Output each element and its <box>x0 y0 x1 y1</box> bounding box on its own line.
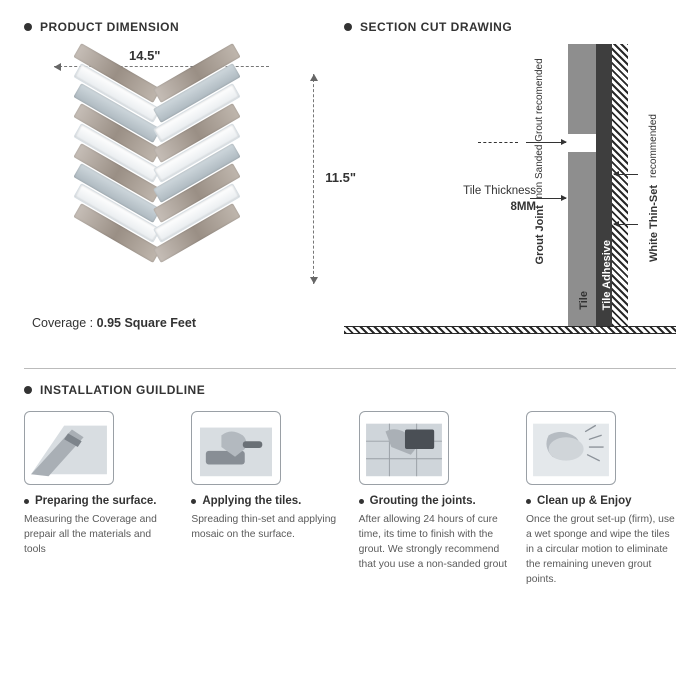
tile-layer <box>568 44 596 326</box>
step-title: Grouting the joints. <box>359 495 509 507</box>
width-dimension-label: 14.5" <box>129 48 160 63</box>
install-step: Preparing the surface. Measuring the Cov… <box>24 411 174 588</box>
heading-text: SECTION CUT DRAWING <box>360 20 512 34</box>
bullet-icon <box>344 23 352 31</box>
herringbone-tile-graphic <box>42 76 272 276</box>
product-dimension-heading: PRODUCT DIMENSION <box>24 20 324 34</box>
step-desc: Spreading thin-set and applying mosaic o… <box>191 513 341 543</box>
step-title: Clean up & Enjoy <box>526 495 676 507</box>
heading-text: INSTALLATION GUILDLINE <box>40 383 205 397</box>
section-cut-panel: SECTION CUT DRAWING Grout Joint non Sand… <box>344 20 676 360</box>
step-title: Applying the tiles. <box>191 495 341 507</box>
step-desc: After allowing 24 hours of cure time, it… <box>359 513 509 573</box>
coverage-value: 0.95 Square Feet <box>97 316 196 330</box>
install-step: Applying the tiles. Spreading thin-set a… <box>191 411 341 588</box>
heading-text: PRODUCT DIMENSION <box>40 20 179 34</box>
cleanup-icon <box>526 411 616 485</box>
product-dimension-panel: PRODUCT DIMENSION 14.5" 11.5" <box>24 20 324 360</box>
thinset-arrow-icon <box>614 174 638 175</box>
thinset-arrow-icon <box>614 224 638 225</box>
install-step: Grouting the joints. After allowing 24 h… <box>359 411 509 588</box>
section-cut-diagram: Grout Joint non Sanded Grout recomended … <box>344 44 676 344</box>
thickness-arrow-icon <box>530 198 566 199</box>
wall-hatch-layer <box>612 44 628 326</box>
coverage-text: Coverage : 0.95 Square Feet <box>32 316 196 330</box>
coverage-prefix: Coverage : <box>32 316 93 330</box>
divider <box>24 368 676 369</box>
install-step: Clean up & Enjoy Once the grout set-up (… <box>526 411 676 588</box>
apply-tiles-icon <box>191 411 281 485</box>
installation-heading: INSTALLATION GUILDLINE <box>24 383 676 397</box>
bullet-icon <box>24 386 32 394</box>
step-desc: Once the grout set-up (firm), use a wet … <box>526 513 676 588</box>
tile-vertical-label: Tile <box>578 291 590 310</box>
height-arrow-icon <box>313 74 314 284</box>
thinset-vertical-label: White Thin-Set recommended <box>648 114 660 262</box>
floor-hatch <box>344 326 676 334</box>
grout-arrow-icon <box>526 142 566 143</box>
section-cut-heading: SECTION CUT DRAWING <box>344 20 676 34</box>
bullet-icon <box>24 23 32 31</box>
grouting-icon <box>359 411 449 485</box>
adhesive-vertical-label: Tile Adhesive <box>601 240 613 310</box>
step-desc: Measuring the Coverage and prepair all t… <box>24 513 174 558</box>
prepare-surface-icon <box>24 411 114 485</box>
tile-thickness-label: Tile Thickness 8MM <box>463 184 536 215</box>
installation-panel: INSTALLATION GUILDLINE Preparing the sur… <box>24 383 676 588</box>
grout-joint-label: Grout Joint non Sanded Grout recomended <box>534 58 546 264</box>
grout-gap <box>568 134 596 152</box>
step-title: Preparing the surface. <box>24 495 174 507</box>
installation-steps: Preparing the surface. Measuring the Cov… <box>24 411 676 588</box>
